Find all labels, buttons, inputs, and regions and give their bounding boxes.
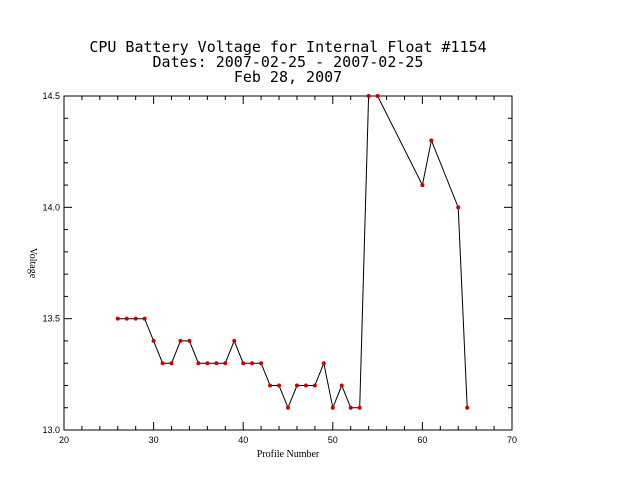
data-point xyxy=(250,361,255,366)
data-point xyxy=(169,361,174,366)
data-point xyxy=(420,183,425,188)
data-point xyxy=(151,338,156,343)
data-point xyxy=(124,316,129,321)
axis-ticks xyxy=(63,95,513,431)
data-point xyxy=(303,383,308,388)
data-point xyxy=(205,361,210,366)
data-point xyxy=(277,383,282,388)
data-point xyxy=(312,383,317,388)
plot-frame xyxy=(63,95,513,431)
data-point xyxy=(339,383,344,388)
tick-labels: 20 30 40 50 60 70 13.0 13.5 14.0 14.5 xyxy=(42,91,517,445)
chart-title-line-3: Feb 28, 2007 xyxy=(234,68,342,86)
chart-title-line-2: Dates: 2007-02-25 - 2007-02-25 xyxy=(153,53,424,71)
data-point xyxy=(232,338,237,343)
data-point xyxy=(330,405,335,410)
series-line xyxy=(117,95,468,410)
data-point xyxy=(160,361,165,366)
data-markers xyxy=(115,94,470,410)
data-point xyxy=(133,316,138,321)
y-axis-label: Voltage xyxy=(27,248,38,279)
data-point xyxy=(187,338,192,343)
x-tick-label: 30 xyxy=(149,435,159,445)
data-point xyxy=(142,316,147,321)
data-point xyxy=(286,405,290,410)
data-point xyxy=(223,361,228,366)
data-point xyxy=(115,316,120,321)
data-point xyxy=(178,338,183,343)
data-point xyxy=(348,405,353,410)
data-point xyxy=(268,383,273,388)
x-tick-label: 50 xyxy=(328,435,338,445)
data-point xyxy=(294,383,299,388)
y-tick-label: 13.5 xyxy=(42,314,60,324)
x-tick-label: 20 xyxy=(59,435,69,445)
data-point xyxy=(357,405,362,410)
data-point xyxy=(259,361,264,366)
data-point xyxy=(375,94,380,98)
data-point xyxy=(321,361,326,366)
chart-title-line-1: CPU Battery Voltage for Internal Float #… xyxy=(89,38,486,56)
y-tick-label: 13.0 xyxy=(42,425,60,435)
data-point xyxy=(456,205,461,210)
x-axis-label: Profile Number xyxy=(257,449,320,460)
data-point xyxy=(196,361,201,366)
x-tick-label: 40 xyxy=(238,435,248,445)
data-point xyxy=(366,94,371,98)
data-point xyxy=(429,138,434,143)
data-point xyxy=(465,405,470,410)
y-tick-label: 14.5 xyxy=(42,91,60,101)
x-tick-label: 60 xyxy=(417,435,427,445)
x-tick-label: 70 xyxy=(507,435,517,445)
data-point xyxy=(241,361,246,366)
series-line-group xyxy=(117,95,468,410)
data-point xyxy=(214,361,219,366)
y-tick-label: 14.0 xyxy=(42,202,60,212)
